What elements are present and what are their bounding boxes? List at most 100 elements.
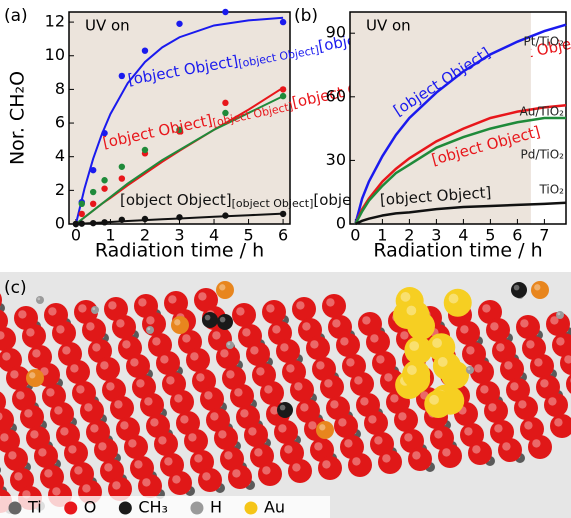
ti-atom xyxy=(0,467,1,473)
highlight xyxy=(146,316,155,325)
o-atom xyxy=(364,411,388,435)
data-point xyxy=(118,163,126,170)
x-tick-label: 4 xyxy=(209,226,219,245)
highlight xyxy=(338,418,347,427)
o-atom xyxy=(102,378,126,402)
o-atom xyxy=(0,474,4,492)
o-atom xyxy=(82,318,106,342)
data-point xyxy=(222,212,229,219)
o-atom xyxy=(26,426,50,450)
y-tick-label: 8 xyxy=(55,79,65,98)
data-point xyxy=(222,8,229,16)
o-atom xyxy=(100,459,124,483)
highlight xyxy=(44,469,53,478)
o-atom xyxy=(468,441,492,465)
o-atom xyxy=(236,405,260,429)
o-atom xyxy=(28,345,52,369)
uv-label: UV on xyxy=(366,17,411,35)
o-atom xyxy=(222,366,246,390)
highlight xyxy=(564,355,571,364)
highlight xyxy=(270,406,279,415)
highlight xyxy=(32,349,41,358)
highlight xyxy=(84,403,93,412)
data-point xyxy=(279,86,287,93)
highlight xyxy=(242,328,251,337)
o-atom xyxy=(370,432,394,456)
highlight xyxy=(504,361,513,370)
highlight xyxy=(554,418,563,427)
c-atom xyxy=(511,282,527,298)
highlight xyxy=(256,367,265,376)
series-label: TiO₂ xyxy=(538,183,564,197)
annotation-part: [object Object] xyxy=(120,191,232,209)
series-label: Au/TiO₂ xyxy=(520,105,565,119)
o-atom xyxy=(514,396,538,420)
o-atom xyxy=(164,291,188,315)
orange-atom xyxy=(531,281,549,299)
highlight xyxy=(142,478,151,487)
highlight xyxy=(324,379,333,388)
o-atom xyxy=(546,312,570,336)
o-atom xyxy=(142,312,166,336)
data-point xyxy=(141,215,149,223)
o-atom xyxy=(146,414,170,438)
highlight xyxy=(556,337,565,346)
x-tick-label: 0 xyxy=(350,226,360,245)
o-atom xyxy=(244,423,268,447)
h-atom xyxy=(466,366,474,374)
o-atom xyxy=(220,447,244,471)
orange-atom xyxy=(216,281,234,299)
highlight xyxy=(98,442,107,451)
legend-swatch xyxy=(64,501,78,515)
o-atom xyxy=(438,444,462,468)
highlight xyxy=(250,346,259,355)
o-atom xyxy=(74,300,98,324)
x-tick-label: 1 xyxy=(377,226,387,245)
highlight xyxy=(467,367,471,371)
o-atom xyxy=(116,417,140,441)
o-atom xyxy=(350,372,374,396)
highlight xyxy=(362,316,371,325)
highlight xyxy=(280,343,289,352)
highlight xyxy=(400,331,409,340)
o-atom xyxy=(516,315,540,339)
x-tick-label: 4 xyxy=(458,226,468,245)
o-atom xyxy=(252,363,276,387)
highlight xyxy=(54,406,63,415)
o-atom xyxy=(0,309,8,333)
y-tick-label: 0 xyxy=(336,214,346,233)
highlight xyxy=(254,448,263,457)
annotation-part: [object Object] xyxy=(232,197,314,210)
highlight xyxy=(248,427,257,436)
o-atom xyxy=(22,324,46,348)
o-atom xyxy=(326,396,350,420)
highlight xyxy=(76,385,85,394)
highlight xyxy=(330,400,339,409)
highlight xyxy=(16,391,25,400)
highlight xyxy=(174,319,181,326)
panel-label: (c) xyxy=(4,278,27,298)
o-atom xyxy=(0,429,20,453)
h-atom xyxy=(556,311,564,319)
highlight xyxy=(432,338,442,348)
o-atom xyxy=(394,408,418,432)
o-atom xyxy=(276,339,300,363)
orange-atom xyxy=(171,316,189,334)
highlight xyxy=(279,404,286,411)
x-tick-label: 7 xyxy=(539,226,549,245)
highlight xyxy=(62,346,71,355)
o-atom xyxy=(170,390,194,414)
highlight xyxy=(158,436,167,445)
highlight xyxy=(14,472,23,481)
x-tick-label: 6 xyxy=(512,226,522,245)
highlight xyxy=(92,307,96,311)
o-atom xyxy=(490,420,514,444)
highlight xyxy=(218,430,227,439)
h-atom xyxy=(91,306,99,314)
highlight xyxy=(60,427,69,436)
legend-label: CH₃ xyxy=(138,498,168,517)
highlight xyxy=(496,343,505,352)
x-tick-label: 5 xyxy=(485,226,495,245)
highlight xyxy=(482,304,491,313)
highlight xyxy=(68,445,77,454)
